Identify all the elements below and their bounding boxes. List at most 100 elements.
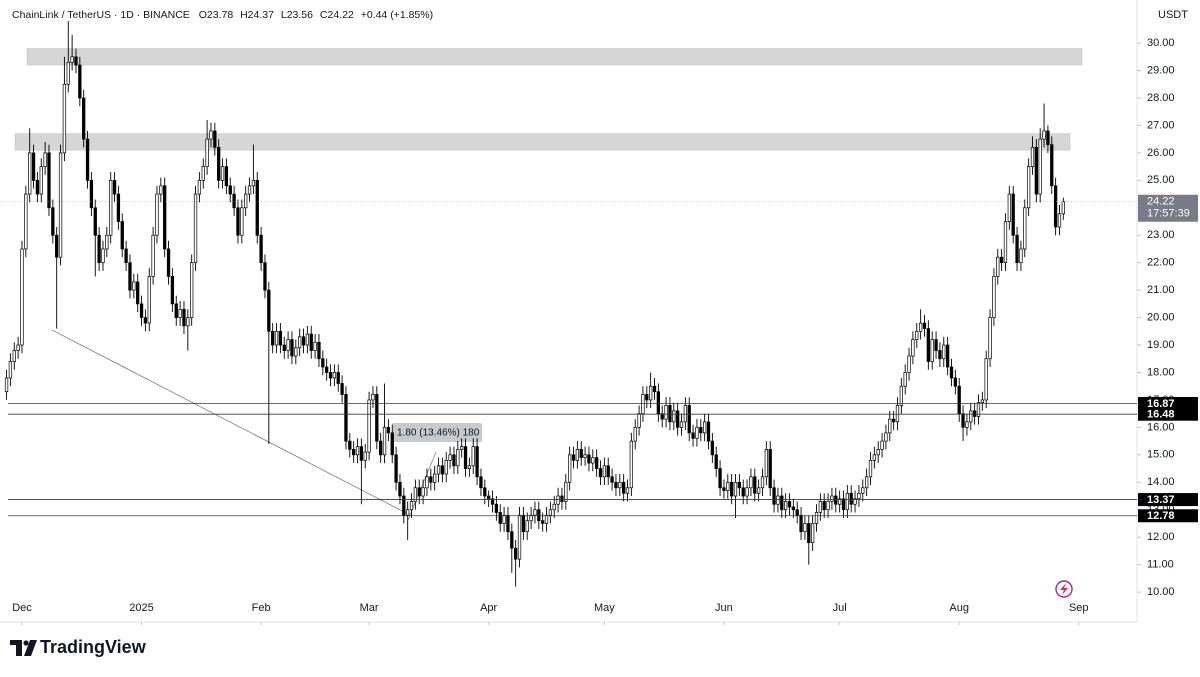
candle-body [267, 289, 271, 332]
candle-body [876, 448, 880, 456]
candle-body [66, 61, 70, 85]
candle-body [880, 440, 884, 450]
candle-body [436, 465, 441, 475]
candle-body [502, 514, 506, 524]
candle-body [301, 336, 306, 346]
y-tick-label: 22.00 [1147, 257, 1175, 269]
candle-body [548, 509, 553, 516]
candle-body [687, 405, 691, 434]
zone [14, 133, 1071, 151]
candle-body [510, 531, 514, 549]
x-tick-label: May [594, 602, 615, 614]
brand: TradingView [40, 637, 147, 657]
candle-body [124, 248, 128, 264]
candle-body [494, 503, 499, 513]
candle-body [51, 207, 55, 236]
candle-body [861, 487, 865, 494]
candle-body [367, 399, 371, 453]
ohlc-high: H24.37 [240, 9, 274, 21]
candle-body [830, 495, 834, 502]
candle-body [895, 405, 900, 423]
candle-body [992, 276, 996, 318]
candle-body [35, 179, 40, 195]
candle-body [448, 454, 452, 461]
candle-body [645, 394, 649, 401]
candle-body [552, 503, 556, 511]
candle-body [409, 501, 414, 511]
candle-body [263, 262, 267, 291]
candle-body [888, 418, 892, 434]
level-tag [1138, 493, 1198, 507]
candle-body [537, 509, 541, 522]
level-tag [1138, 509, 1198, 523]
candle-body [1053, 185, 1058, 228]
candle-body [741, 487, 745, 497]
y-tick-label: 30.00 [1147, 37, 1175, 49]
candle-body [294, 347, 298, 357]
y-tick-label: 25.00 [1147, 174, 1175, 186]
candle-body [683, 405, 688, 423]
candle-body [853, 498, 857, 505]
candle-body [915, 330, 919, 340]
candle-body [614, 481, 618, 489]
candle-body [834, 495, 838, 505]
candle-body [109, 179, 113, 236]
candle-body [471, 446, 475, 467]
candle-body [151, 234, 155, 277]
candle-body [521, 514, 526, 533]
candle-body [756, 487, 761, 494]
candle-body [753, 476, 757, 494]
candle-body [984, 358, 988, 401]
logo-dot [23, 640, 29, 646]
candle-body [475, 446, 479, 478]
logo-mark [10, 640, 22, 656]
level-tag-label: 16.48 [1147, 409, 1175, 421]
candle-body [598, 468, 603, 478]
candle-body [629, 440, 634, 489]
candle-body [190, 262, 194, 318]
candle-body [907, 355, 911, 373]
candle-body [826, 501, 830, 511]
candle-body [506, 514, 510, 533]
candle-body [849, 492, 853, 505]
candle-body [672, 410, 676, 423]
candle-body [1019, 248, 1023, 264]
candle-body [787, 501, 792, 508]
candle-body [182, 309, 186, 327]
candle-body [209, 130, 213, 140]
candle-body [1061, 201, 1065, 215]
candle-body [695, 427, 699, 439]
tv-logo [10, 640, 37, 656]
y-tick-label: 21.00 [1147, 284, 1175, 296]
candle-body [903, 372, 907, 387]
last-price-tag [1138, 194, 1198, 222]
candle-body [541, 520, 545, 524]
candle-body [166, 248, 171, 277]
candle-body [587, 454, 591, 464]
candle-body [729, 481, 734, 497]
candle-body [278, 330, 283, 346]
candle-body [163, 185, 167, 250]
candle-body [220, 166, 225, 181]
candle-body [255, 179, 259, 236]
candle-body [31, 152, 36, 181]
candle-body [467, 465, 472, 469]
x-tick-label: Jun [715, 602, 733, 614]
candle-body [529, 514, 533, 522]
y-tick-label: 28.00 [1147, 92, 1175, 104]
candle-body [136, 281, 140, 305]
candle-body [28, 152, 32, 195]
candle-body [460, 446, 464, 450]
candle-body [112, 179, 117, 195]
candle-body [402, 495, 406, 516]
candle-body [591, 457, 595, 464]
ohlc-open: O23.78 [199, 9, 234, 21]
candle-body [783, 501, 788, 511]
candle-body [382, 427, 387, 456]
candle-body [16, 344, 20, 351]
candle-body [945, 344, 950, 368]
candle-body [359, 446, 364, 461]
candle-body [286, 339, 290, 351]
